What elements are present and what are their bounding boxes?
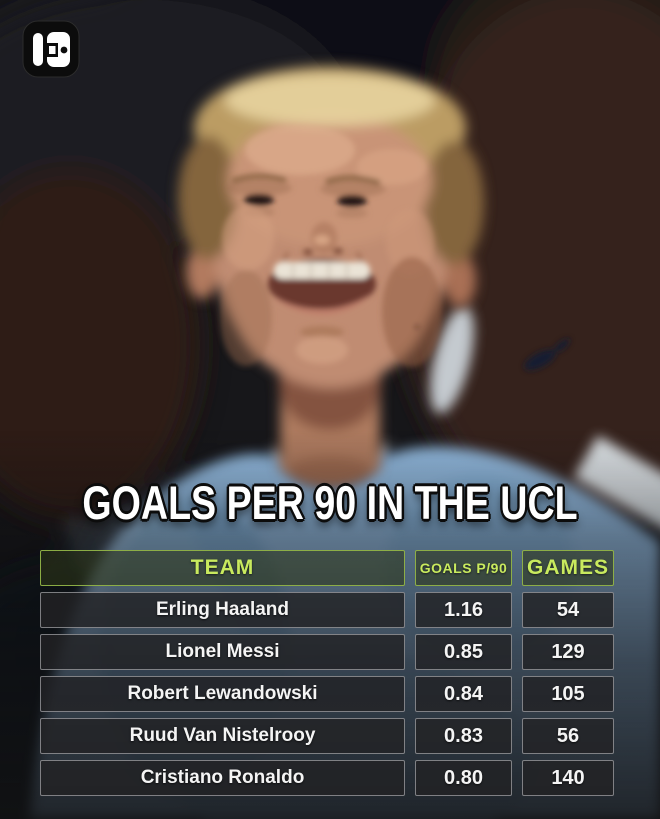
header-cell-goals-p90: GOALS P/90 (415, 550, 512, 586)
team-cell: Ruud Van Nistelrooy (40, 718, 405, 754)
table-row: Ruud Van Nistelrooy 0.83 56 (40, 718, 614, 754)
header-cell-team: TEAM (40, 550, 405, 586)
goals-p90-cell: 0.85 (415, 634, 512, 670)
team-cell: Robert Lewandowski (40, 676, 405, 712)
app-logo-icon (22, 20, 80, 78)
goals-p90-cell: 0.83 (415, 718, 512, 754)
games-cell: 129 (522, 634, 614, 670)
table-header-row: TEAM GOALS P/90 GAMES (40, 550, 614, 586)
team-cell: Lionel Messi (40, 634, 405, 670)
games-cell: 140 (522, 760, 614, 796)
games-cell: 54 (522, 592, 614, 628)
stats-table: TEAM GOALS P/90 GAMES Erling Haaland 1.1… (40, 550, 614, 796)
header-cell-games: GAMES (522, 550, 614, 586)
table-row: Robert Lewandowski 0.84 105 (40, 676, 614, 712)
page-title: GOALS PER 90 IN THE UCL (82, 476, 578, 529)
table-row: Lionel Messi 0.85 129 (40, 634, 614, 670)
games-cell: 56 (522, 718, 614, 754)
games-cell: 105 (522, 676, 614, 712)
table-row: Erling Haaland 1.16 54 (40, 592, 614, 628)
goals-p90-cell: 0.84 (415, 676, 512, 712)
goals-p90-cell: 0.80 (415, 760, 512, 796)
team-cell: Cristiano Ronaldo (40, 760, 405, 796)
team-cell: Erling Haaland (40, 592, 405, 628)
table-row: Cristiano Ronaldo 0.80 140 (40, 760, 614, 796)
goals-p90-cell: 1.16 (415, 592, 512, 628)
